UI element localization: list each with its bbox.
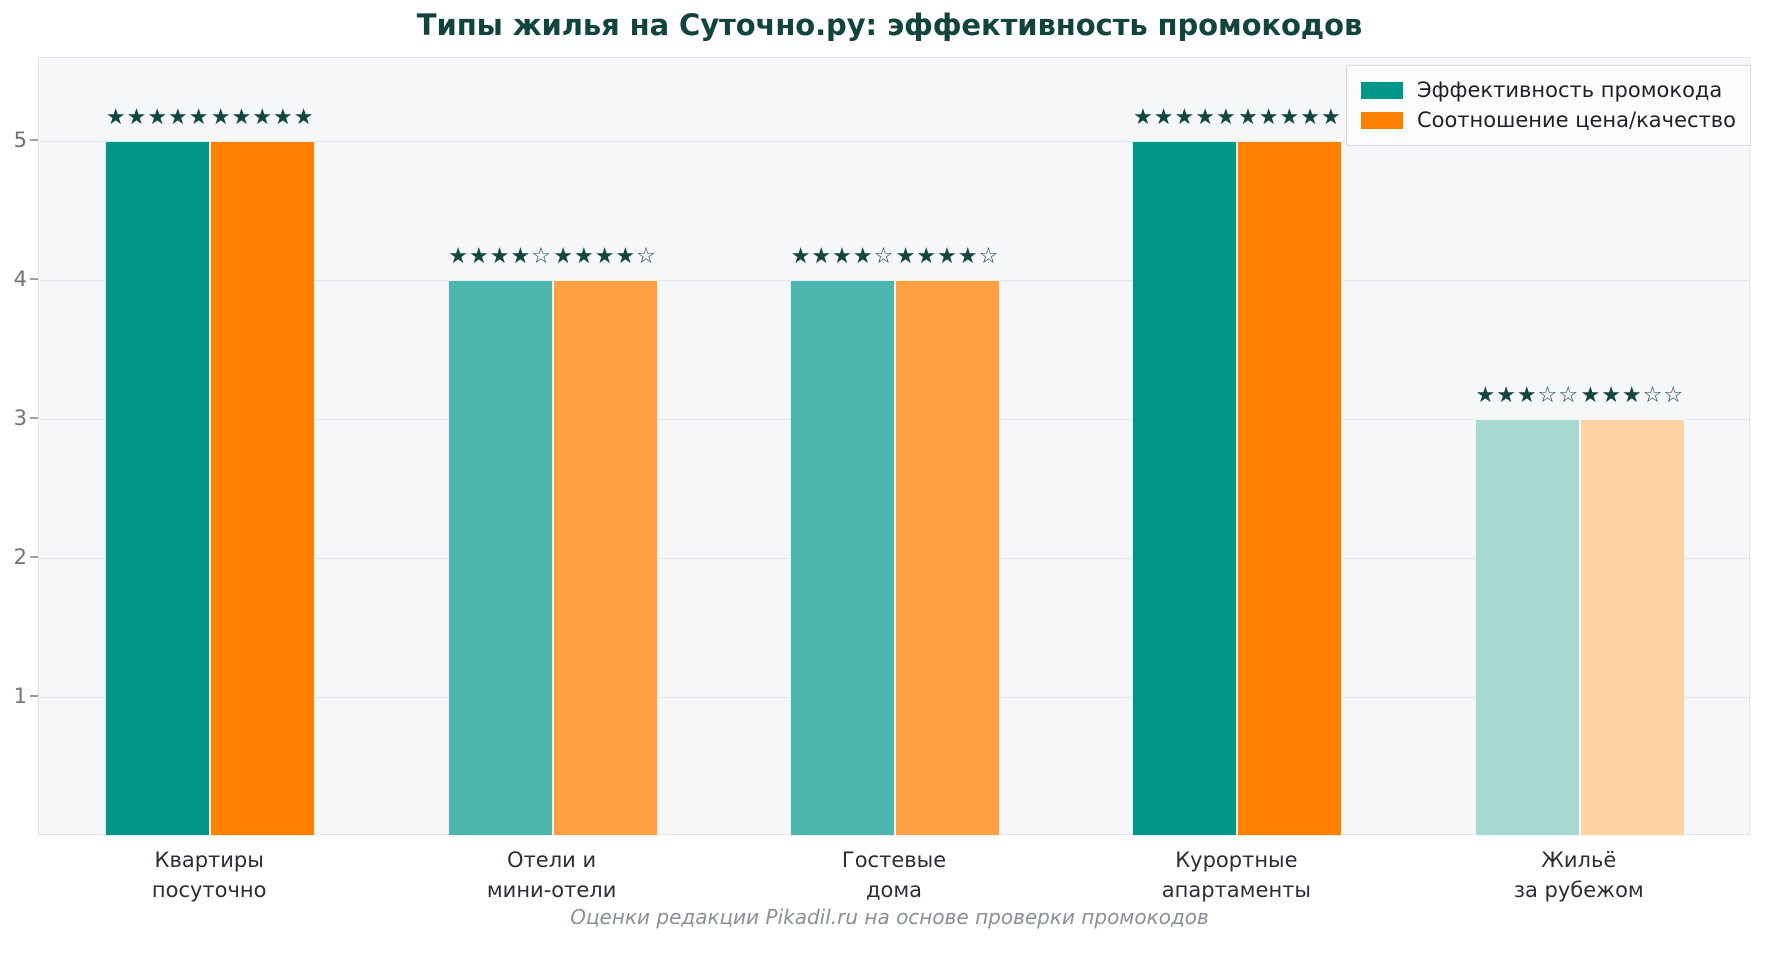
bar xyxy=(1474,419,1580,836)
x-axis-tick-label-line: дома xyxy=(865,878,923,902)
bar xyxy=(1579,419,1685,836)
star-rating-label: ★★★★★ xyxy=(1133,105,1237,131)
x-axis-tick-label-line: Курортные xyxy=(1175,848,1298,872)
bar xyxy=(1237,141,1343,836)
y-axis-tick-mark xyxy=(30,695,38,698)
x-axis-tick-label-line: Жильё xyxy=(1541,848,1617,872)
y-axis-tick-label: 2 xyxy=(13,545,27,570)
chart-title: Типы жилья на Суточно.ру: эффективность … xyxy=(416,8,1363,42)
y-axis-tick-mark xyxy=(30,278,38,281)
legend-item[interactable]: Соотношение цена/качество xyxy=(1360,105,1736,135)
x-axis-tick-label-line: апартаменты xyxy=(1161,878,1311,902)
star-rating-label: ★★★★☆ xyxy=(553,244,657,270)
y-axis-tick-mark xyxy=(30,139,38,142)
star-rating-label: ★★★★☆ xyxy=(448,244,552,270)
legend-color-swatch xyxy=(1360,81,1403,99)
chart-legend[interactable]: Эффективность промокода Соотношение цена/… xyxy=(1345,65,1751,146)
bar xyxy=(790,280,895,836)
x-axis-tick-label: Гостевые дома xyxy=(842,845,946,905)
x-axis-tick-label-line: Квартиры xyxy=(154,848,264,872)
x-axis-tick-label-line: Гостевые xyxy=(841,848,947,872)
y-axis-tick-label: 5 xyxy=(13,128,27,153)
legend-item-label: Эффективность промокода xyxy=(1416,78,1723,102)
bar xyxy=(895,280,1000,836)
legend-item[interactable]: Эффективность промокода xyxy=(1360,75,1736,105)
legend-item-label: Соотношение цена/качество xyxy=(1416,108,1736,132)
y-axis-tick-label: 3 xyxy=(13,406,27,431)
y-axis-tick-mark xyxy=(30,417,38,420)
star-rating-label: ★★★★☆ xyxy=(790,244,895,270)
y-axis-tick-label: 4 xyxy=(13,267,27,292)
star-rating-label: ★★★☆☆ xyxy=(1475,383,1580,409)
plot-area: ★★★★★ ★★★★★ ★★★★☆ ★★★★☆ ★★★★☆ ★★★★☆ ★★★★★ ★★★★★… xyxy=(38,57,1750,836)
chart-caption: Оценки редакции Pikadil.ru на основе про… xyxy=(570,905,1209,929)
x-axis-tick-label: Квартиры посуточно xyxy=(152,845,267,905)
bar xyxy=(1132,141,1238,836)
x-axis-tick-label-line: посуточно xyxy=(151,878,267,902)
x-axis-tick-label-line: мини-отели xyxy=(486,878,617,902)
star-rating-label: ★★★★★ xyxy=(210,105,315,131)
star-rating-label: ★★★★★ xyxy=(105,105,210,131)
bar xyxy=(105,141,211,836)
y-axis-tick-label: 1 xyxy=(13,684,27,709)
bar xyxy=(210,141,316,836)
x-axis-tick-label-line: за рубежом xyxy=(1513,878,1644,902)
star-rating-label: ★★★☆☆ xyxy=(1580,383,1685,409)
x-axis-tick-label: Курортные апартаменты xyxy=(1162,845,1311,905)
bar xyxy=(552,280,658,836)
bar xyxy=(447,280,553,836)
x-axis-tick-label: Жильё за рубежом xyxy=(1514,845,1644,905)
legend-color-swatch xyxy=(1360,111,1403,129)
y-axis-tick-mark xyxy=(30,556,38,559)
x-axis-tick-label: Отели и мини-отели xyxy=(487,845,617,905)
star-rating-label: ★★★★★ xyxy=(1238,105,1342,131)
x-axis-tick-label-line: Отели и xyxy=(507,848,597,872)
gridline xyxy=(39,141,1749,143)
star-rating-label: ★★★★☆ xyxy=(895,244,1000,270)
